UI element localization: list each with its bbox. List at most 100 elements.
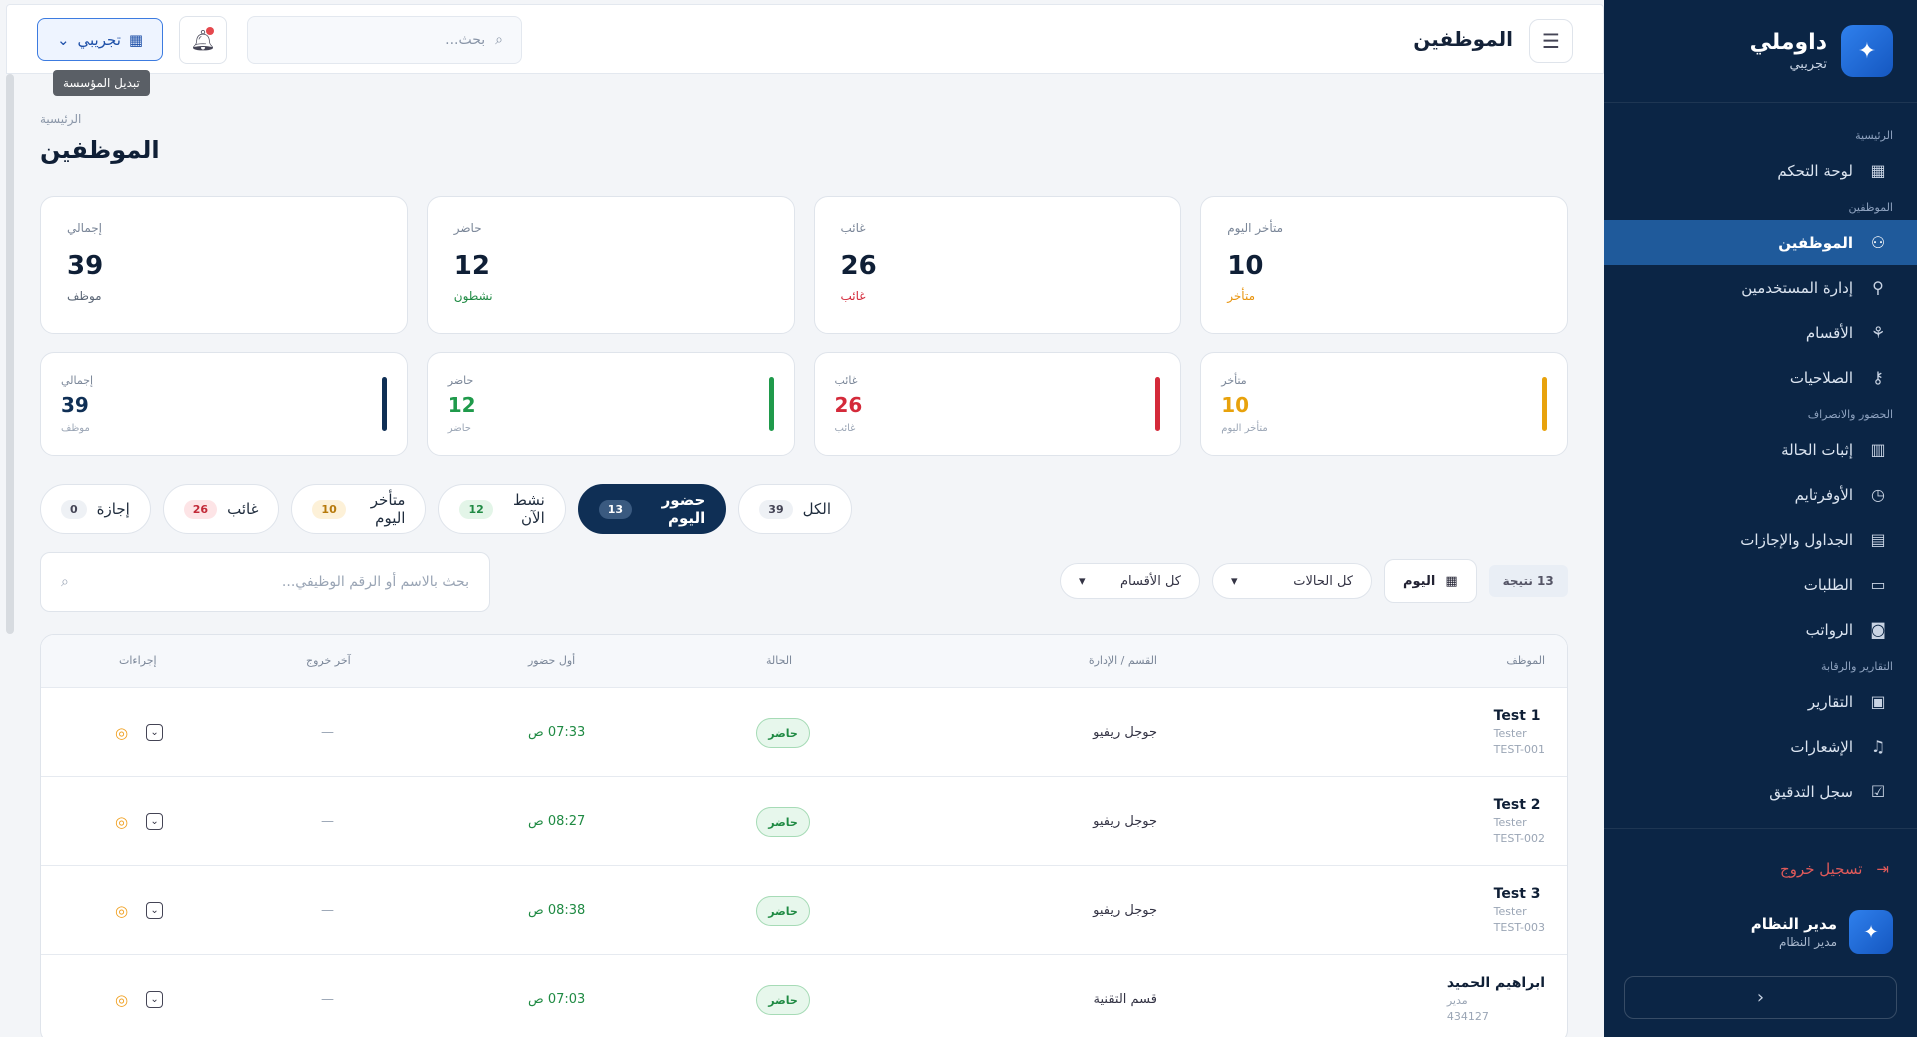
sidebar-item-payroll[interactable]: ◙ الرواتب <box>1604 607 1917 652</box>
users-icon: ⚇ <box>1870 233 1886 253</box>
filter-chip-late[interactable]: متأخر اليوم 10 <box>291 484 427 534</box>
sidebar-item-label: إدارة المستخدمين <box>1741 278 1853 297</box>
status-filter-dropdown[interactable]: كل الحالات ▾ <box>1212 563 1372 599</box>
date-filter-button[interactable]: ▦ اليوم <box>1384 559 1477 603</box>
mini-stat-value: 26 <box>834 393 863 417</box>
employee-search-input[interactable]: بحث بالاسم أو الرقم الوظيفي... ⌕ <box>40 552 490 612</box>
first-in-cell: 08:38 ص <box>528 903 586 918</box>
mini-stat-sub: متأخر اليوم <box>1221 423 1268 434</box>
page-title: الموظفين <box>40 136 160 164</box>
mini-stat-value: 12 <box>447 393 476 417</box>
face-scan-icon[interactable]: ◎ <box>115 902 129 920</box>
sidebar-item-permissions[interactable]: ⚷ الصلاحيات <box>1604 355 1917 400</box>
chip-count: 10 <box>312 499 346 519</box>
expand-row-icon[interactable]: ⌄ <box>146 902 163 919</box>
filter-chips: الكل 39 حضور اليوم 13 نشط الآن 12 متأخر … <box>40 484 852 534</box>
sidebar-item-schedules[interactable]: ▤ الجداول والإجازات <box>1604 517 1917 562</box>
mini-stat-absent: غائب 26 غائب <box>813 352 1182 456</box>
chip-count: 0 <box>61 499 87 519</box>
filter-chip-absent[interactable]: غائب 26 <box>162 484 280 534</box>
nav-section-attendance: الحضور والانصراف <box>1807 408 1893 422</box>
stat-label: إجمالي <box>67 221 103 235</box>
last-out-cell: — <box>321 992 334 1007</box>
sidebar-item-users[interactable]: ⚲ إدارة المستخدمين <box>1604 265 1917 310</box>
expand-row-icon[interactable]: ⌄ <box>146 991 163 1008</box>
logout-button[interactable]: ⇥ تسجيل خروج <box>1604 828 1917 892</box>
stat-card-total: إجمالي 39 موظف <box>40 196 408 334</box>
sidebar-item-label: التقارير <box>1807 692 1853 711</box>
department-filter-label: كل الأقسام <box>1119 573 1181 589</box>
face-scan-icon[interactable]: ◎ <box>115 724 129 742</box>
stat-sub: نشطون <box>453 289 493 303</box>
column-header-department[interactable]: القسم / الإدارة <box>1088 654 1157 667</box>
employee-name[interactable]: Test 3 <box>1493 886 1541 902</box>
mini-stat-value: 10 <box>1221 393 1250 417</box>
filter-chip-today[interactable]: حضور اليوم 13 <box>577 484 727 534</box>
sidebar-item-audit[interactable]: ☑ سجل التدقيق <box>1604 769 1917 814</box>
table-row[interactable]: Test 2 Tester TEST-002 جوجل ريفيو حاضر 0… <box>41 776 1567 865</box>
employee-name[interactable]: Test 1 <box>1493 708 1541 724</box>
chevron-down-icon: ⌄ <box>56 30 70 49</box>
topbar-title: الموظفين <box>1413 27 1513 51</box>
sidebar-item-dashboard[interactable]: ▦ لوحة التحكم <box>1604 148 1917 193</box>
status-badge: حاضر <box>756 718 810 748</box>
table-row[interactable]: Test 3 Tester TEST-003 جوجل ريفيو حاضر 0… <box>41 865 1567 954</box>
sidebar-item-label: الأوفرتايم <box>1794 485 1853 504</box>
chevron-left-icon: ‹ <box>1756 987 1765 1009</box>
user-profile[interactable]: ✦ مدير النظام مدير النظام <box>1604 892 1917 964</box>
department-cell: جوجل ريفيو <box>1093 903 1157 918</box>
user-plus-icon: ⚲ <box>1872 278 1884 298</box>
sidebar-item-reports[interactable]: ▣ التقارير <box>1604 679 1917 724</box>
breadcrumb[interactable]: الرئيسية <box>40 112 82 126</box>
building-icon: ▦ <box>128 30 144 49</box>
employee-name[interactable]: ابراهيم الحميد <box>1446 975 1545 991</box>
column-header-last-out[interactable]: آخر خروج <box>306 654 351 667</box>
column-header-status[interactable]: الحالة <box>766 654 793 667</box>
filter-chip-all[interactable]: الكل 39 <box>738 484 852 534</box>
employee-name[interactable]: Test 2 <box>1493 797 1541 813</box>
column-header-first-in[interactable]: أول حضور <box>528 654 576 667</box>
expand-row-icon[interactable]: ⌄ <box>146 813 163 830</box>
face-scan-icon[interactable]: ◎ <box>115 813 129 831</box>
stat-value: 26 <box>840 251 877 281</box>
last-out-cell: — <box>321 814 334 829</box>
column-header-employee[interactable]: الموظف <box>1506 654 1545 667</box>
search-icon: ⌕ <box>495 32 503 48</box>
stat-card-present: حاضر 12 نشطون <box>426 196 795 334</box>
sidebar-item-status-proof[interactable]: ▥ إثبات الحالة <box>1604 427 1917 472</box>
collapse-sidebar-button[interactable]: ‹ <box>1624 976 1897 1019</box>
report-icon: ▣ <box>1870 692 1886 712</box>
org-switcher-button[interactable]: ▦ تجريبي ⌄ <box>37 18 163 61</box>
department-filter-dropdown[interactable]: كل الأقسام ▾ <box>1060 563 1200 599</box>
column-header-actions: إجراءات <box>119 654 157 667</box>
menu-button[interactable]: ☰ <box>1529 19 1573 63</box>
stat-value: 12 <box>453 251 490 281</box>
sidebar-item-departments[interactable]: ⚘ الأقسام <box>1604 310 1917 355</box>
filter-chip-active[interactable]: نشط الآن 12 <box>438 484 566 534</box>
sidebar-item-label: الطلبات <box>1803 575 1853 594</box>
sidebar-item-label: سجل التدقيق <box>1769 782 1853 801</box>
accent-bar <box>1542 377 1547 431</box>
bar-chart-icon: ▥ <box>1870 440 1886 460</box>
notifications-button[interactable]: 🔔︎ <box>179 16 227 64</box>
global-search-input[interactable]: ⌕ بحث... <box>247 16 522 64</box>
sidebar-item-employees[interactable]: ⚇ الموظفين <box>1604 220 1917 266</box>
stat-card-late: متأخر اليوم 10 متأخر <box>1200 196 1568 334</box>
sidebar-item-requests[interactable]: ▭ الطلبات <box>1604 562 1917 607</box>
table-row[interactable]: ابراهيم الحميد مدير 434127 قسم التقنية ح… <box>41 954 1567 1037</box>
sidebar-item-overtime[interactable]: ◷ الأوفرتايم <box>1604 472 1917 517</box>
table-row[interactable]: Test 1 Tester TEST-001 جوجل ريفيو حاضر 0… <box>41 687 1567 776</box>
employee-role: Tester <box>1493 727 1527 740</box>
employee-role: Tester <box>1493 905 1527 918</box>
expand-row-icon[interactable]: ⌄ <box>146 724 163 741</box>
stat-label: حاضر <box>453 221 482 235</box>
sidebar-item-notifications[interactable]: ♫ الإشعارات <box>1604 724 1917 769</box>
chip-label: متأخر اليوم <box>370 491 406 527</box>
face-scan-icon[interactable]: ◎ <box>115 991 129 1009</box>
scrollbar[interactable] <box>6 74 14 634</box>
filter-chip-leave[interactable]: إجازة 0 <box>40 484 151 534</box>
chip-label: إجازة <box>96 500 130 518</box>
chip-label: حضور اليوم <box>661 491 706 527</box>
sidebar-item-label: الأقسام <box>1805 323 1853 342</box>
employee-code: 434127 <box>1446 1010 1489 1023</box>
